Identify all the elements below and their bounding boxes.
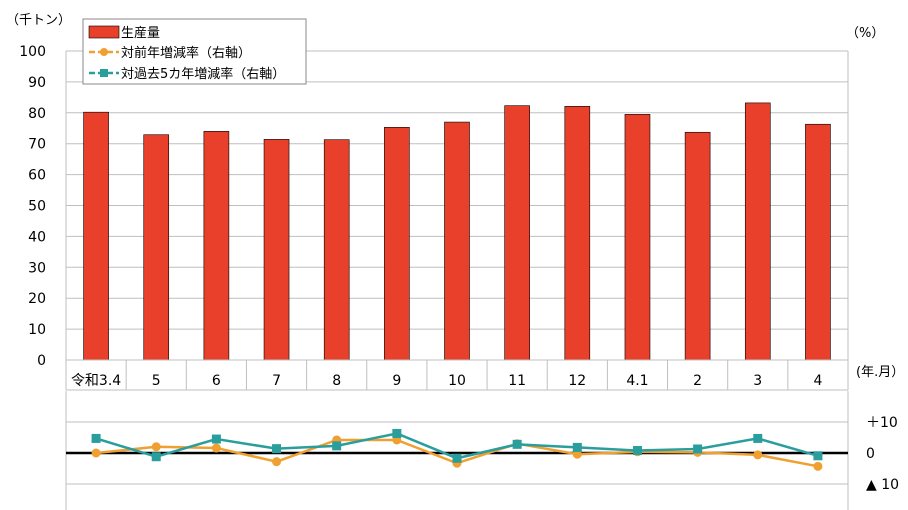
- bar-production: [384, 127, 410, 361]
- x-tick-label: 6: [212, 373, 221, 389]
- line-series: [91, 428, 823, 471]
- point-5yr: [272, 444, 282, 454]
- x-tick-label: 5: [152, 373, 161, 389]
- bar-production: [83, 111, 109, 361]
- x-tick-label: 2: [693, 373, 702, 389]
- point-5yr: [91, 433, 101, 443]
- y-tick-label: 40: [28, 229, 46, 245]
- point-5yr: [211, 434, 221, 444]
- y2-tick-label: ▲ 10: [866, 477, 899, 493]
- point-yoy: [753, 450, 763, 460]
- right-axis-unit-label: （%）: [846, 26, 884, 41]
- y-tick-label: 70: [28, 137, 46, 153]
- point-5yr: [632, 446, 642, 456]
- bar-production: [684, 131, 711, 361]
- x-tick-label: 9: [392, 373, 401, 389]
- x-tick-label: 4.1: [626, 373, 648, 389]
- point-yoy: [272, 457, 282, 467]
- bar-series: [66, 102, 848, 361]
- bar-production: [805, 123, 831, 361]
- y-tick-label: 20: [28, 291, 46, 307]
- y-tick-label: 0: [37, 353, 46, 369]
- point-5yr: [753, 433, 763, 443]
- bar-production: [203, 131, 230, 361]
- point-yoy: [813, 461, 823, 471]
- point-5yr: [512, 439, 522, 449]
- x-tick-label: 4: [813, 373, 822, 389]
- legend: 生産量 対前年増減率（右軸） 対過去5カ年増減率（右軸）: [82, 18, 307, 85]
- point-yoy: [151, 442, 161, 452]
- x-axis-unit-label: (年.月）: [856, 365, 904, 380]
- bar-production: [504, 105, 530, 361]
- point-5yr: [693, 444, 703, 454]
- y-tick-label: 10: [28, 322, 46, 338]
- point-yoy: [91, 448, 101, 458]
- point-5yr: [452, 453, 462, 463]
- bar-production: [263, 139, 290, 361]
- x-tick-label: 10: [448, 373, 466, 389]
- y-tick-label: 60: [28, 168, 46, 184]
- y-tick-label: 100: [19, 44, 46, 60]
- point-5yr: [332, 441, 342, 451]
- x-tick-label: 11: [508, 373, 526, 389]
- point-yoy: [211, 443, 221, 453]
- legend-label-yoy: 対前年増減率（右軸）: [121, 45, 251, 61]
- bar-production: [323, 139, 350, 361]
- legend-marker-5yr: [100, 69, 108, 77]
- x-tick-label: 8: [332, 373, 341, 389]
- bar-production: [444, 121, 470, 361]
- point-yoy: [572, 449, 582, 459]
- bar-production: [624, 114, 651, 361]
- point-5yr: [572, 442, 582, 452]
- legend-swatch-production: [88, 25, 120, 39]
- x-tick-label: 令和3.4: [71, 373, 121, 389]
- point-5yr: [151, 452, 161, 462]
- y-tick-label: 50: [28, 199, 46, 215]
- bar-production: [564, 106, 591, 361]
- bar-production: [744, 102, 771, 361]
- x-tick-label: 12: [568, 373, 586, 389]
- legend-label-5yr: 対過去5カ年増減率（右軸）: [121, 66, 285, 82]
- y2-tick-label: 0: [866, 446, 875, 462]
- point-5yr: [392, 428, 402, 438]
- y2-tick-label: ＋10: [866, 415, 898, 431]
- x-tick-label: 3: [753, 373, 762, 389]
- lower-plot-area: [65, 391, 849, 510]
- bar-production: [143, 134, 170, 361]
- y-tick-label: 90: [28, 75, 46, 91]
- legend-label-production: 生産量: [121, 25, 160, 41]
- point-5yr: [813, 451, 823, 461]
- legend-box: [82, 18, 307, 85]
- legend-marker-yoy: [100, 48, 108, 56]
- x-tick-label: 7: [272, 373, 281, 389]
- left-axis-unit-label: （千トン）: [6, 13, 71, 28]
- y-tick-label: 30: [28, 260, 46, 276]
- y-tick-label: 80: [28, 106, 46, 122]
